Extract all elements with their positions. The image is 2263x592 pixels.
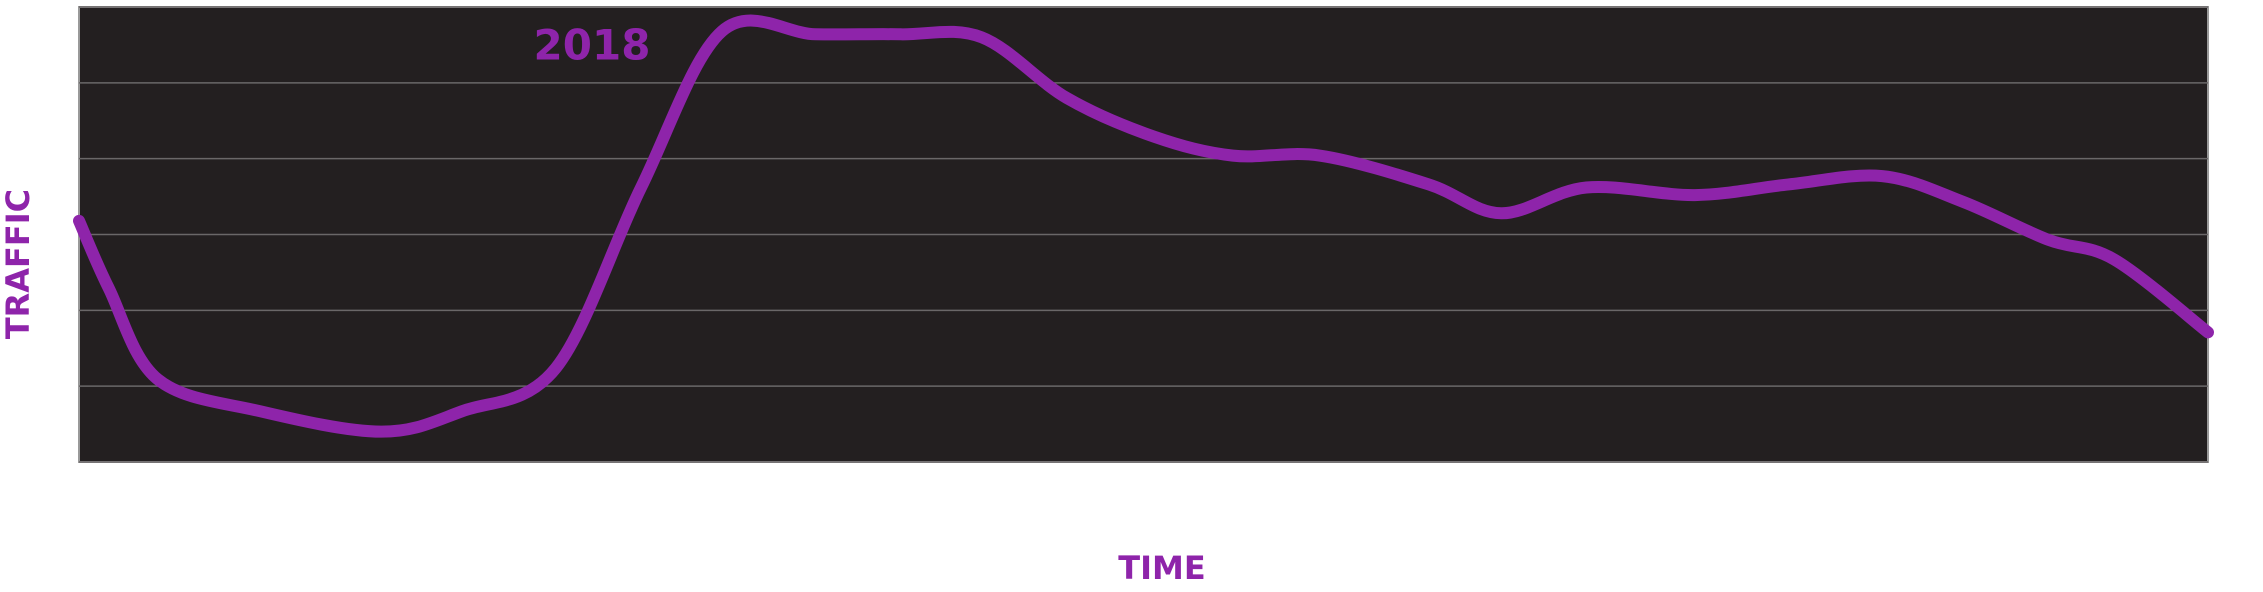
data-line xyxy=(73,14,2214,438)
series-label: 2018 xyxy=(534,21,651,70)
y-axis-label: TRAFFIC xyxy=(0,189,37,339)
x-axis-label: TIME xyxy=(1118,549,1205,587)
